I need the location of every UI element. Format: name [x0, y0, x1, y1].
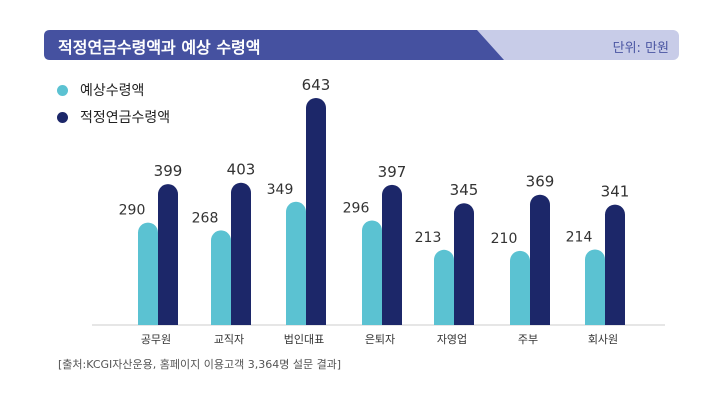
- category-label: 교직자: [214, 333, 244, 346]
- category-label: 주부: [518, 333, 538, 346]
- value-label-adequate: 643: [302, 76, 331, 94]
- chart-title: 적정연금수령액과 예상 수령액: [58, 38, 261, 57]
- value-label-adequate: 341: [601, 183, 630, 201]
- legend-label: 적정연금수령액: [80, 110, 171, 126]
- value-label-expected: 210: [491, 231, 518, 247]
- legend-label: 예상수령액: [80, 83, 145, 99]
- value-label-expected: 213: [415, 230, 442, 246]
- category-label: 회사원: [588, 333, 618, 346]
- legend-dot-icon: [57, 84, 68, 96]
- unit-label: 단위: 만원: [612, 41, 669, 56]
- value-label-adequate: 399: [154, 162, 183, 180]
- legend-dot-icon: [57, 111, 68, 123]
- bar-adequate: [306, 98, 326, 325]
- legend-item-adequate: 적정연금수령액: [57, 107, 170, 127]
- bar-expected: [362, 220, 382, 325]
- value-label-expected: 290: [119, 203, 146, 219]
- value-label-expected: 268: [192, 210, 219, 226]
- bar-expected: [434, 249, 454, 325]
- bar-adequate: [605, 204, 625, 325]
- header-background: [44, 30, 679, 60]
- bar-adequate: [158, 184, 179, 325]
- source-note: [출처:KCGI자산운용, 홈페이지 이용고객 3,364명 설문 결과]: [58, 358, 342, 371]
- value-label-adequate: 369: [526, 173, 555, 191]
- bar-adequate: [382, 184, 402, 325]
- bar-expected: [286, 201, 306, 325]
- value-label-adequate: 345: [450, 181, 479, 199]
- bar-expected: [138, 222, 158, 325]
- value-label-expected: 296: [343, 201, 370, 217]
- category-label: 은퇴자: [365, 333, 395, 346]
- bar-adequate: [530, 194, 550, 325]
- value-label-adequate: 403: [227, 161, 256, 179]
- chart-header: 적정연금수령액과 예상 수령액 단위: 만원: [44, 30, 679, 60]
- category-label: 공무원: [141, 333, 171, 346]
- bar-adequate: [454, 203, 474, 325]
- value-label-expected: 214: [566, 229, 593, 245]
- category-label: 법인대표: [284, 333, 324, 346]
- value-label-adequate: 397: [378, 163, 407, 181]
- legend-item-expected: 예상수령액: [57, 80, 144, 100]
- bar-adequate: [231, 182, 251, 325]
- category-label: 자영업: [437, 333, 467, 346]
- bar-expected: [211, 230, 231, 325]
- bar-expected: [585, 249, 605, 325]
- value-label-expected: 349: [267, 182, 294, 198]
- bar-expected: [510, 250, 530, 325]
